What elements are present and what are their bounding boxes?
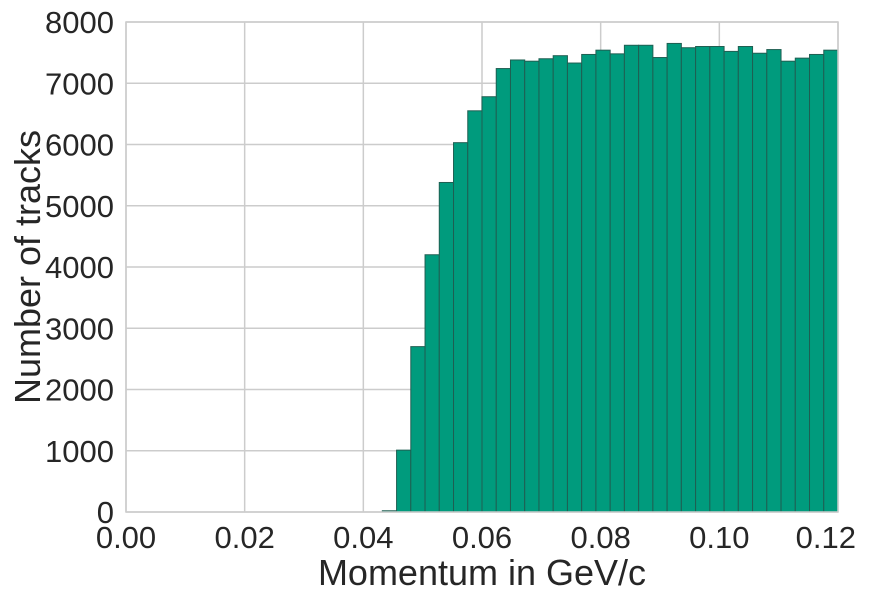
y-tick-label: 1000	[45, 434, 114, 469]
histogram-bar	[410, 346, 426, 513]
y-tick-label: 6000	[45, 128, 114, 163]
histogram-bar	[652, 57, 668, 513]
histogram-bar	[752, 52, 768, 513]
histogram-bar	[424, 254, 440, 513]
x-tick-labels: 0.00 0.02 0.04 0.06 0.08 0.10 0.12	[96, 520, 856, 555]
x-tick-label: 0.06	[452, 520, 512, 555]
histogram-bar	[438, 181, 455, 513]
x-tick-label: 0.00	[96, 520, 156, 555]
histogram-bar	[524, 60, 540, 513]
histogram-bar	[695, 46, 711, 513]
histogram-bar	[581, 53, 597, 513]
histogram-bar	[709, 46, 725, 513]
x-axis-label: Momentum in GeV/c	[318, 552, 646, 593]
y-tick-label: 4000	[45, 250, 114, 285]
histogram-bar	[723, 50, 739, 513]
y-tick-label: 3000	[45, 311, 114, 346]
x-tick-label: 0.04	[333, 520, 393, 555]
histogram-bar	[538, 58, 554, 513]
histogram-bar	[453, 142, 469, 513]
y-tick-label: 0	[97, 495, 114, 530]
histogram-bar	[609, 53, 625, 513]
histogram-bar	[481, 96, 497, 513]
x-tick-label: 0.08	[570, 520, 630, 555]
y-tick-labels: 0 1000 2000 3000 4000 5000 6000 7000 8000	[45, 5, 114, 530]
y-tick-label: 2000	[45, 373, 114, 408]
histogram-bar	[552, 55, 568, 513]
histogram-bar	[794, 57, 811, 513]
histogram-bar	[509, 59, 526, 513]
y-tick-label: 8000	[45, 5, 114, 40]
histogram-bar	[666, 42, 682, 513]
histogram-bar	[638, 44, 654, 513]
histogram-bar	[780, 60, 796, 513]
histogram-bar	[396, 449, 412, 513]
histogram-bar	[766, 49, 782, 513]
y-axis-label: Number of tracks	[7, 130, 48, 404]
histogram-bar	[823, 49, 839, 513]
x-tick-label: 0.12	[796, 520, 856, 555]
histogram-bar	[566, 62, 583, 513]
x-tick-label: 0.02	[214, 520, 274, 555]
x-tick-label: 0.10	[689, 520, 749, 555]
histogram-bar	[737, 46, 754, 513]
histogram-bar	[680, 47, 697, 513]
histogram-bar	[809, 53, 825, 513]
histogram-bar	[467, 110, 483, 513]
histogram-bar	[623, 44, 640, 513]
y-tick-label: 7000	[45, 66, 114, 101]
y-tick-label: 5000	[45, 189, 114, 224]
plot-frame	[125, 21, 839, 513]
histogram-bar	[595, 49, 611, 513]
histogram-bar	[495, 68, 511, 513]
